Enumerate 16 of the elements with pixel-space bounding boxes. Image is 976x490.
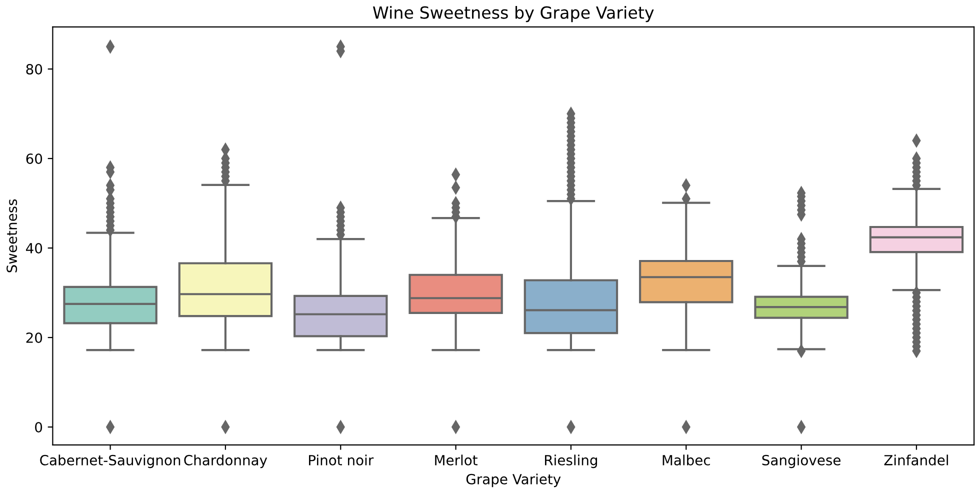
y-tick-label: 80	[26, 64, 42, 74]
x-tick-label: Cabernet-Sauvignon	[40, 454, 180, 468]
x-tick-label: Sangiovese	[762, 454, 840, 468]
x-tick-label: Pinot noir	[309, 454, 374, 466]
x-tick-label: Riesling	[545, 454, 598, 468]
x-axis-title: Grape Variety	[466, 474, 561, 488]
x-tick-label: Chardonnay	[184, 454, 268, 468]
x-tick-label: Merlot	[435, 454, 478, 466]
x-tick-label: Malbec	[662, 454, 710, 466]
y-axis-title: Sweetness	[6, 199, 18, 272]
y-tick-label: 20	[26, 332, 42, 343]
y-tick-label: 40	[26, 242, 42, 254]
y-tick-label: 0	[35, 422, 42, 432]
y-tick-label: 60	[26, 153, 42, 164]
chart-title: Wine Sweetness by Grape Variety	[372, 6, 654, 22]
x-tick-label: Zinfandel	[884, 454, 948, 466]
